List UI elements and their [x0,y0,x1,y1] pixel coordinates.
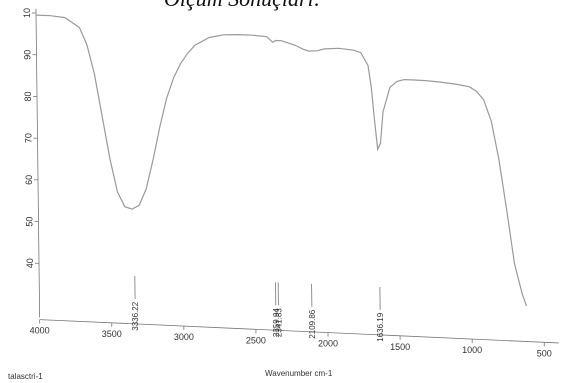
y-tick-label: 80 [23,91,33,101]
y-tick-label: 10 [22,8,32,18]
peak-label: 2341.83 [274,308,283,337]
y-tick-label: 60 [24,175,34,185]
x-tick-label: 1000 [462,345,482,355]
y-tick-label: 90 [23,50,33,60]
x-tick-label: 2000 [318,339,338,349]
peak-label: 1636.19 [376,312,385,341]
x-tick-label: 3000 [174,332,194,342]
peak-label: 3336.22 [131,301,140,330]
y-axis-line [35,8,41,318]
peak-label: 2359.94 [272,308,281,337]
x-tick-label: 3500 [102,329,122,339]
chart-axes: 10 90 80 70 60 50 40 4000 3500 3000 2500 2000 1500 10… [22,8,559,358]
page-heading: Ölçüm Sonuçları: [164,0,321,11]
peak-label: 2109.86 [308,309,317,338]
x-tick-label: 500 [537,348,552,358]
sample-name: talasctri-1 [8,372,43,381]
x-tick-label: 1500 [390,342,410,352]
y-tick-label: 50 [25,217,35,227]
spectrum-line [35,14,528,307]
x-tick-label: 4000 [30,326,50,336]
x-tick-label: 2500 [246,335,266,345]
y-tick-label: 70 [24,133,34,143]
x-axis-label: Wavenumber cm-1 [265,369,333,378]
y-tick-label: 40 [25,258,35,268]
